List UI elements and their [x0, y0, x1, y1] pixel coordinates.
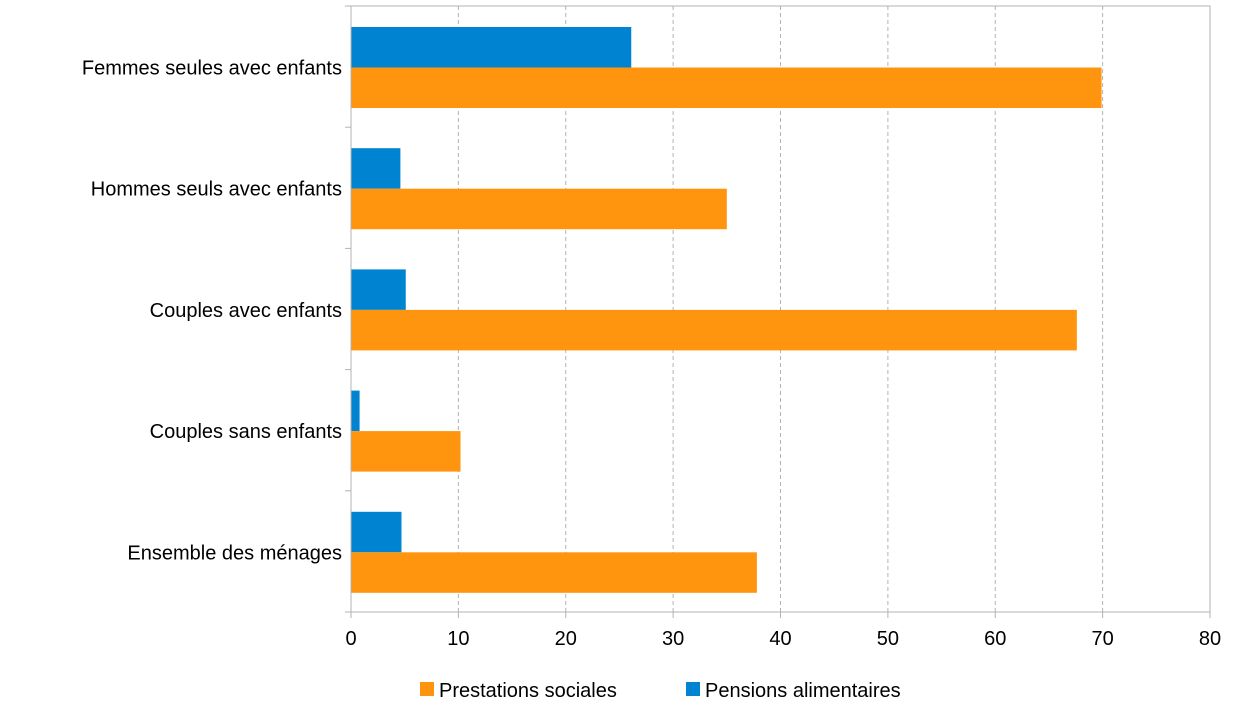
category-label: Hommes seuls avec enfants — [91, 179, 342, 201]
bar-pensions-alimentaires — [351, 390, 360, 432]
x-tick-label: 0 — [345, 628, 356, 650]
bar-prestations-sociales — [351, 552, 757, 593]
x-tick-label: 50 — [877, 628, 899, 650]
bar-prestations-sociales — [351, 188, 727, 230]
plot-frame — [350, 5, 1211, 613]
x-tick-label: 30 — [662, 628, 684, 650]
legend-swatch — [686, 682, 700, 696]
label-layer: 0 10 20 30 40 50 60 70 80 Femmes seules avec enfa… — [82, 58, 1221, 651]
bar-prestations-sociales — [351, 67, 1102, 108]
bar-prestations-sociales — [351, 309, 1077, 351]
x-tick-label: 60 — [984, 628, 1006, 650]
x-tick-label: 40 — [769, 628, 791, 650]
bar-prestations-sociales — [351, 431, 461, 472]
bar-layer — [351, 27, 1102, 593]
legend: Prestations sociales Pensions alimentaire… — [420, 680, 901, 702]
legend-swatch — [420, 682, 434, 696]
bar-pensions-alimentaires — [351, 27, 632, 68]
category-label: Couples avec enfants — [150, 300, 342, 322]
x-tick-label: 20 — [555, 628, 577, 650]
category-label: Ensemble des ménages — [127, 542, 342, 564]
x-tick-label: 80 — [1199, 628, 1221, 650]
x-tick-label: 10 — [447, 628, 469, 650]
category-label: Femmes seules avec enfants — [82, 58, 342, 80]
category-label: Couples sans enfants — [150, 421, 342, 443]
legend-label: Prestations sociales — [439, 680, 617, 702]
legend-label: Pensions alimentaires — [705, 680, 901, 702]
axis-layer — [345, 5, 1211, 618]
bar-pensions-alimentaires — [351, 511, 402, 553]
x-tick-label: 70 — [1092, 628, 1114, 650]
bar-pensions-alimentaires — [351, 269, 406, 310]
bar-pensions-alimentaires — [351, 148, 401, 189]
